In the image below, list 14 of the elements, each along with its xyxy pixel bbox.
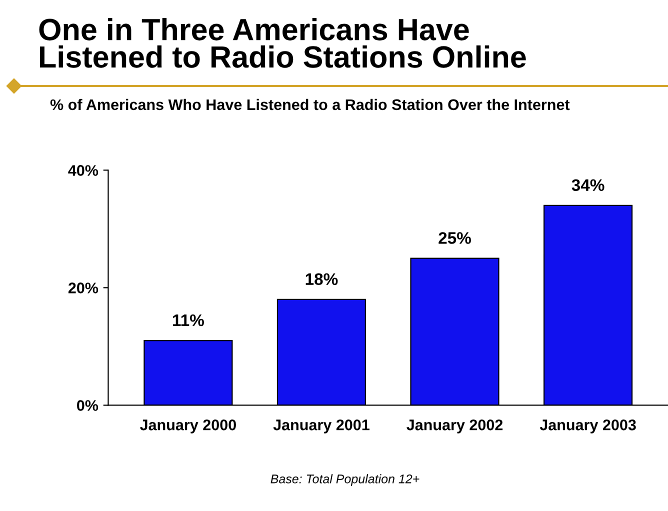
x-tick-label: January 2002 [406, 420, 503, 434]
data-label: 11% [173, 314, 204, 326]
x-tick-label: January 2001 [273, 420, 370, 434]
y-tick-label: 0% [77, 400, 98, 411]
text: Base: Total Population 12+ [270, 474, 420, 486]
data-label: 34% [572, 179, 604, 192]
y-tick-label: 20% [68, 282, 98, 294]
chart-title: One in Three Americans Have Listened to Radio Stations Online [39, 18, 526, 68]
x-tick-label: January 2003 [540, 420, 636, 434]
data-label: 25% [438, 232, 471, 244]
data-label: 18% [306, 273, 338, 286]
chart-subtitle: % of Americans Who Have Listened to a Radio Station Over the Internet [50, 98, 570, 110]
y-tick-label: 40% [68, 165, 98, 176]
x-tick-label: January 2000 [140, 420, 236, 434]
